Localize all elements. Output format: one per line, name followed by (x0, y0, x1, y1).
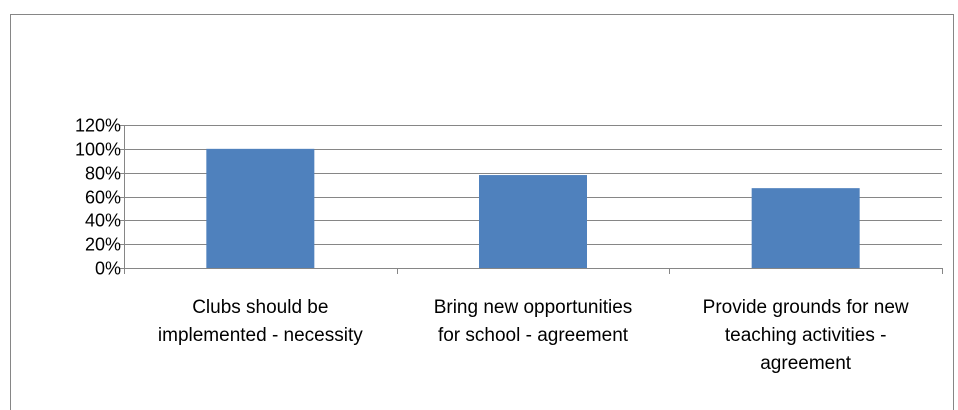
x-tick-label-line: implemented - necessity (157, 325, 363, 346)
y-tick-label: 20% (85, 235, 121, 255)
bar (479, 175, 587, 268)
x-tick-label: Provide grounds for new teaching activiti… (681, 294, 931, 378)
y-tick-label: 80% (85, 164, 121, 184)
y-tick-label: 40% (85, 211, 121, 231)
bar (751, 188, 860, 268)
x-tick-label-line: Bring new opportunities (433, 297, 633, 318)
y-tick-labels: 0% 20% 40% 60% 80% 100% 120% (75, 116, 121, 279)
x-tick-label: Clubs should be implemented - necessity (135, 294, 385, 350)
x-tick-label-line: agreement (760, 353, 852, 374)
x-tick-label-line: Provide grounds for new (702, 297, 909, 318)
y-tick-label: 0% (95, 259, 121, 279)
x-tick-label-line: Clubs should be (192, 297, 329, 318)
axes (119, 125, 943, 274)
y-tick-label: 120% (75, 116, 121, 136)
bars (206, 148, 860, 268)
bar (206, 148, 315, 268)
x-tick-label-line: for school - agreement (437, 325, 629, 346)
y-tick-label: 60% (85, 188, 121, 208)
x-tick-label-line: teaching activities - (724, 325, 887, 346)
x-tick-label: Bring new opportunities for school - agre… (408, 294, 658, 350)
y-tick-label: 100% (75, 140, 121, 160)
